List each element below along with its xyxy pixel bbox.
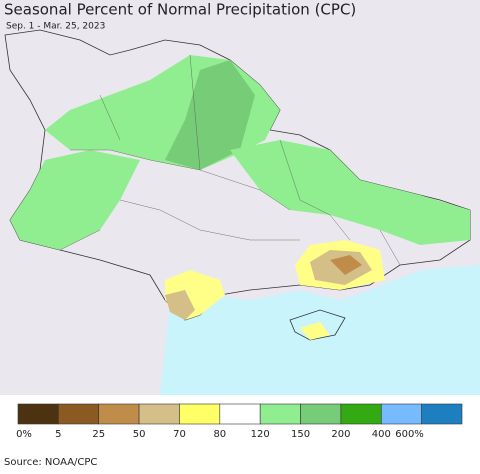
subtitle: Sep. 1 - Mar. 25, 2023 xyxy=(6,22,105,32)
legend-label: 200 xyxy=(331,429,350,440)
legend-label: 120 xyxy=(251,429,270,440)
title: Seasonal Percent of Normal Precipitation… xyxy=(4,1,356,19)
map xyxy=(0,0,480,395)
legend-swatch xyxy=(58,403,100,425)
legend-label: 80 xyxy=(213,429,226,440)
legend-label: 25 xyxy=(92,429,105,440)
dry-region-crimea xyxy=(300,322,330,340)
legend-swatch xyxy=(259,403,301,425)
legend-swatch xyxy=(98,403,140,425)
legend-label: 150 xyxy=(291,429,310,440)
legend: 0% 5 25 50 70 80 120 150 200 400 600% xyxy=(16,403,463,440)
crimea xyxy=(289,309,346,341)
legend-swatch xyxy=(300,403,342,425)
source: Source: NOAA/CPC xyxy=(4,457,97,468)
legend-label: 70 xyxy=(173,429,186,440)
wet-region-west xyxy=(10,150,140,250)
legend-swatch xyxy=(340,403,382,425)
legend-swatch xyxy=(219,403,261,425)
legend-swatch xyxy=(17,403,59,425)
legend-label: 400 xyxy=(372,429,391,440)
very-wet-region xyxy=(165,60,255,170)
driest-region xyxy=(330,255,362,275)
legend-swatch xyxy=(421,403,463,425)
legend-label: 50 xyxy=(133,429,146,440)
legend-label: 5 xyxy=(55,429,61,440)
drier-region-south xyxy=(165,290,195,320)
legend-label: 600% xyxy=(395,429,424,440)
legend-swatch xyxy=(179,403,221,425)
legend-label: 0% xyxy=(16,429,32,440)
legend-swatch xyxy=(380,403,422,425)
wet-region-east xyxy=(230,140,470,245)
legend-swatch xyxy=(138,403,180,425)
